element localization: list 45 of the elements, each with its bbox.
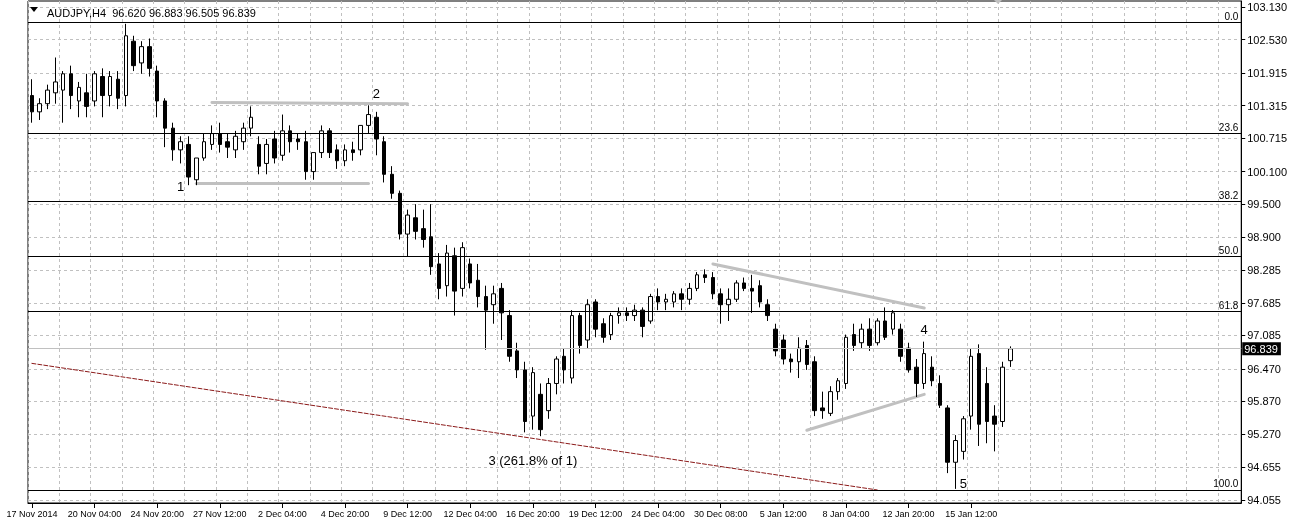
x-tick-label: 24 Nov 20:00 [130, 508, 184, 519]
annotation: 5 [959, 476, 967, 492]
x-tick-label: 17 Nov 2014 [6, 508, 58, 519]
y-tick-label: 103.130 [1247, 0, 1287, 13]
y-tick-label: 100.715 [1247, 132, 1287, 145]
y-tick-label: 95.870 [1247, 395, 1281, 408]
y-tick-label: 101.315 [1247, 99, 1287, 112]
y-tick-label: 99.500 [1247, 198, 1281, 211]
x-tick-label: 30 Dec 08:00 [693, 508, 748, 519]
annotation: 100.0 [1213, 478, 1239, 490]
x-tick-label: 27 Nov 12:00 [193, 508, 247, 519]
annotation: 61.8 [1218, 299, 1239, 311]
y-tick-label: 98.285 [1247, 264, 1281, 277]
annotation: 23.6 [1218, 121, 1239, 133]
y-tick-label: 102.530 [1247, 33, 1287, 46]
annotation: 4 [920, 322, 928, 338]
x-tick-label: 2 Dec 04:00 [258, 508, 307, 519]
x-tick-label: 19 Dec 12:00 [568, 508, 623, 519]
y-tick-label: 96.470 [1247, 362, 1281, 375]
y-tick-label: 98.900 [1247, 230, 1281, 243]
y-tick-label: 94.655 [1247, 461, 1281, 474]
y-tick-label: 100.100 [1247, 165, 1287, 178]
annotation: 2 [372, 85, 380, 101]
annotation: 50.0 [1218, 244, 1239, 256]
ref-line-label: 96.839 [1244, 342, 1278, 355]
y-tick-label: 97.085 [1247, 329, 1281, 342]
x-tick-label: 16 Dec 20:00 [506, 508, 560, 519]
x-tick-label: 15 Jan 12:00 [945, 508, 998, 519]
y-tick-label: 97.685 [1247, 296, 1281, 309]
y-tick-label: 94.055 [1247, 494, 1281, 507]
x-tick-label: 12 Dec 04:00 [443, 508, 498, 519]
annotation: 38.2 [1218, 189, 1239, 201]
x-tick-label: 9 Dec 12:00 [383, 508, 432, 519]
text: AUDJPY,H4 96.620 96.883 96.505 96.839 [47, 6, 256, 19]
x-tick-label: 20 Nov 04:00 [67, 508, 122, 519]
x-tick-label: 12 Jan 20:00 [882, 508, 935, 519]
x-tick-label: 24 Dec 04:00 [631, 508, 685, 519]
annotation: 1 [177, 178, 185, 194]
x-tick-label: 5 Jan 12:00 [759, 508, 807, 519]
y-tick-label: 101.915 [1247, 66, 1287, 79]
x-tick-label: 8 Jan 04:00 [822, 508, 870, 519]
annotation: 0.0 [1224, 11, 1239, 23]
x-tick-label: 4 Dec 20:00 [320, 508, 370, 519]
annotation: 3 (261.8% of 1) [488, 452, 578, 468]
y-tick-label: 95.270 [1247, 428, 1281, 440]
